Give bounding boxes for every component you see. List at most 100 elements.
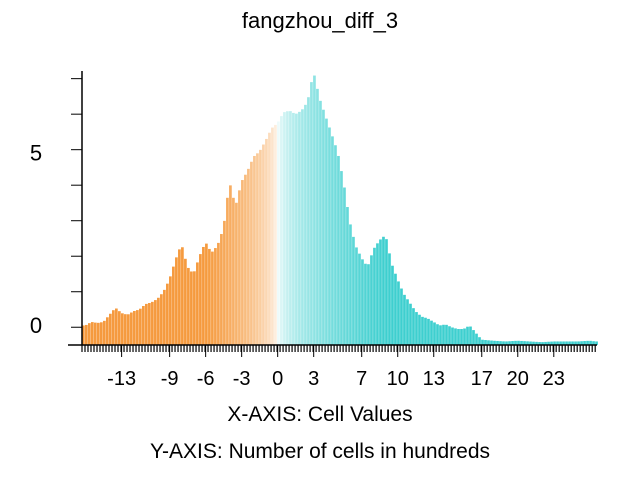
histogram-bar bbox=[484, 340, 487, 345]
histogram-bar bbox=[541, 342, 544, 345]
histogram-bar bbox=[544, 341, 547, 345]
histogram-bar bbox=[304, 104, 307, 345]
histogram-bar bbox=[436, 324, 439, 345]
histogram-bar bbox=[589, 340, 592, 345]
histogram-bar bbox=[391, 265, 394, 345]
x-tick-label: -3 bbox=[233, 368, 251, 390]
histogram-bar bbox=[307, 97, 310, 346]
histogram-bar bbox=[565, 341, 568, 345]
histogram-bar bbox=[577, 341, 580, 345]
histogram-bar bbox=[88, 323, 91, 345]
histogram-bar bbox=[340, 171, 343, 345]
histogram-bar bbox=[286, 111, 289, 346]
histogram-bar bbox=[337, 155, 340, 345]
histogram-bar bbox=[172, 266, 175, 345]
histogram-bar bbox=[133, 311, 136, 345]
histogram-bar bbox=[82, 325, 85, 345]
histogram-bar bbox=[400, 288, 403, 345]
histogram-bar bbox=[148, 303, 151, 345]
histogram-bar bbox=[475, 333, 478, 345]
histogram-bar bbox=[592, 341, 595, 345]
histogram-bar bbox=[139, 308, 142, 345]
histogram-bar bbox=[268, 132, 271, 345]
histogram-bar bbox=[115, 308, 118, 345]
histogram-bar bbox=[559, 341, 562, 345]
histogram-bar bbox=[448, 326, 451, 345]
histogram-bar bbox=[505, 341, 508, 345]
histogram-bar bbox=[460, 329, 463, 345]
histogram-bar bbox=[361, 259, 364, 345]
histogram-bar bbox=[208, 248, 211, 345]
histogram-bar bbox=[355, 247, 358, 345]
y-tick-label: 0 bbox=[30, 313, 42, 338]
histogram-bar bbox=[145, 303, 148, 345]
histogram-bar bbox=[229, 185, 232, 345]
histogram-bar bbox=[529, 341, 532, 345]
histogram-bar bbox=[490, 340, 493, 345]
histogram-bar bbox=[100, 322, 103, 345]
histogram-bar bbox=[352, 236, 355, 345]
histogram-bar bbox=[85, 324, 88, 345]
histogram-bar bbox=[463, 328, 466, 345]
histogram-bar bbox=[472, 330, 475, 345]
histogram-bar bbox=[178, 249, 181, 345]
histogram-bar bbox=[271, 127, 274, 345]
histogram-bar bbox=[445, 324, 448, 345]
x-tick-label: 0 bbox=[272, 368, 283, 390]
histogram-bar bbox=[211, 251, 214, 345]
x-axis-label: X-AXIS: Cell Values bbox=[227, 403, 413, 426]
histogram-bar bbox=[184, 258, 187, 345]
histogram-bar bbox=[283, 112, 286, 346]
histogram-bar bbox=[205, 243, 208, 345]
histogram-bar bbox=[322, 109, 325, 345]
histogram-bar bbox=[556, 341, 559, 345]
y-axis-label: Y-AXIS: Number of cells in hundreds bbox=[149, 440, 491, 463]
histogram-bar bbox=[250, 161, 253, 345]
histogram-bar bbox=[331, 136, 334, 345]
histogram-bar bbox=[160, 294, 163, 345]
histogram-bar bbox=[373, 247, 376, 345]
histogram-bar bbox=[109, 313, 112, 345]
histogram-bar bbox=[349, 224, 352, 345]
histogram-bar bbox=[538, 342, 541, 345]
histogram-bar bbox=[235, 202, 238, 345]
histogram-bar bbox=[199, 254, 202, 345]
histogram-bar bbox=[487, 340, 490, 345]
histogram-bar bbox=[217, 242, 220, 345]
histogram-bar bbox=[406, 299, 409, 345]
histogram-bar bbox=[547, 341, 550, 345]
histogram-bar bbox=[238, 190, 241, 345]
histogram-bar bbox=[388, 253, 391, 345]
histogram-bar bbox=[313, 75, 316, 346]
x-tick-label: 13 bbox=[423, 368, 445, 390]
histogram-bar bbox=[346, 207, 349, 345]
histogram-bar bbox=[262, 144, 265, 345]
histogram-bar bbox=[298, 111, 301, 345]
histogram-bar bbox=[169, 276, 172, 345]
histogram-bar bbox=[226, 197, 229, 345]
histogram-bar bbox=[466, 326, 469, 345]
histogram-bar bbox=[277, 121, 280, 345]
histogram-bar bbox=[187, 267, 190, 345]
histogram-bar bbox=[130, 312, 133, 345]
x-tick-label: 7 bbox=[356, 368, 367, 390]
histogram-bar bbox=[259, 149, 262, 345]
histogram-bar bbox=[295, 113, 298, 345]
histogram-bar bbox=[181, 247, 184, 345]
histogram-bar bbox=[136, 310, 139, 345]
histogram-bar bbox=[511, 341, 514, 345]
histogram-bar bbox=[196, 262, 199, 345]
x-tick-label: 23 bbox=[543, 368, 565, 390]
histogram-bar bbox=[289, 111, 292, 346]
histogram-bar bbox=[574, 341, 577, 345]
histogram-bar bbox=[382, 236, 385, 345]
histogram-bar bbox=[424, 317, 427, 345]
y-tick-label: 5 bbox=[30, 140, 42, 165]
chart-title: fangzhou_diff_3 bbox=[241, 8, 399, 33]
histogram-bar bbox=[91, 322, 94, 345]
histogram-bar bbox=[550, 341, 553, 345]
histogram-bar bbox=[103, 320, 106, 345]
histogram-bar bbox=[370, 255, 373, 345]
histogram-bar bbox=[124, 314, 127, 345]
